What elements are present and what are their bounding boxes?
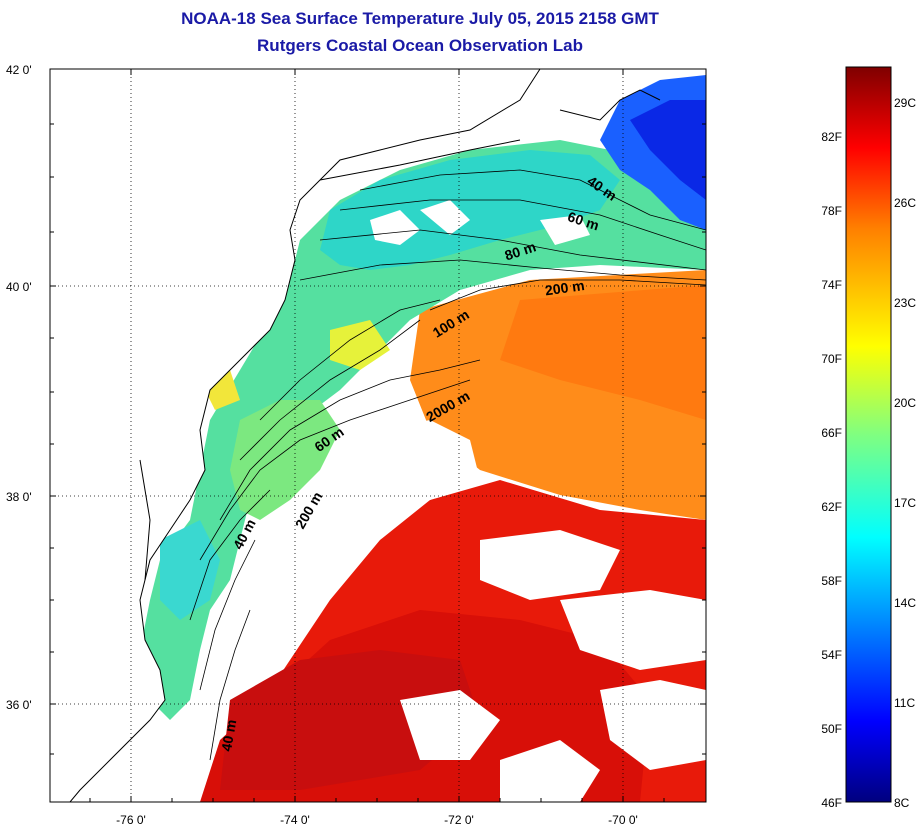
- fahrenheit-label: 70F: [821, 352, 842, 366]
- lon-label: -70 0': [608, 813, 638, 827]
- fahrenheit-label: 54F: [821, 648, 842, 662]
- map-grid: [50, 69, 706, 802]
- fahrenheit-label: 50F: [821, 722, 842, 736]
- lat-label: 36 0': [6, 698, 32, 712]
- map-frame: [49, 68, 707, 803]
- axis-ticks: [50, 68, 706, 802]
- fahrenheit-label: 82F: [821, 130, 842, 144]
- lat-label: 40 0': [6, 280, 32, 294]
- celsius-label: 20C: [894, 396, 916, 410]
- fahrenheit-label: 46F: [821, 796, 842, 810]
- map-subtitle: Rutgers Coastal Ocean Observation Lab: [257, 36, 583, 55]
- contour-label: 200 m: [544, 277, 586, 298]
- fahrenheit-label: 58F: [821, 574, 842, 588]
- celsius-label: 23C: [894, 296, 916, 310]
- celsius-label: 14C: [894, 596, 916, 610]
- map-title: NOAA-18 Sea Surface Temperature July 05,…: [181, 9, 659, 28]
- fahrenheit-label: 62F: [821, 500, 842, 514]
- fahrenheit-label: 78F: [821, 204, 842, 218]
- celsius-label: 17C: [894, 496, 916, 510]
- sst-imagery: [50, 69, 706, 802]
- lat-label: 42 0': [6, 63, 32, 77]
- celsius-label: 11C: [894, 696, 915, 710]
- celsius-label: 29C: [894, 96, 916, 110]
- fahrenheit-label: 66F: [821, 426, 842, 440]
- celsius-label: 26C: [894, 196, 916, 210]
- celsius-label: 8C: [894, 796, 910, 810]
- contour-label: 40 m: [218, 718, 239, 752]
- lon-label: -76 0': [116, 813, 146, 827]
- fahrenheit-label: 74F: [821, 278, 842, 292]
- lat-label: 38 0': [6, 490, 32, 504]
- lon-label: -74 0': [280, 813, 310, 827]
- colorbar: [845, 66, 892, 803]
- lon-label: -72 0': [444, 813, 474, 827]
